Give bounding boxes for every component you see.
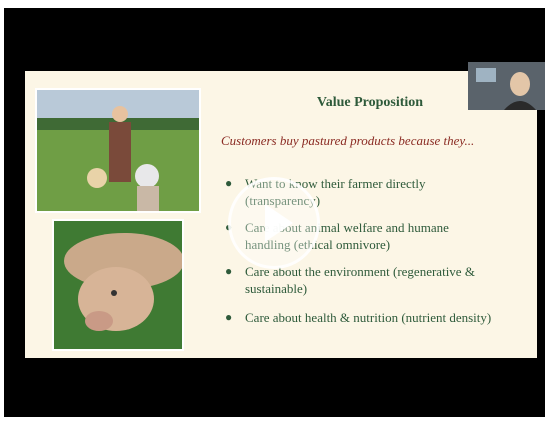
play-icon	[231, 180, 317, 266]
page: {"slide": {"title": "Value Proposition",…	[0, 0, 549, 423]
farmer-photo	[35, 88, 201, 213]
farmer-image	[37, 90, 201, 213]
bullet-text: Care about health & nutrition (nutrient …	[245, 309, 525, 326]
pig-photo	[52, 219, 184, 351]
webcam-thumbnail	[468, 62, 545, 110]
slide-subtitle: Customers buy pastured products because …	[221, 133, 531, 149]
bullet-item: ●Care about health & nutrition (nutrient…	[225, 309, 525, 326]
webcam-image	[468, 62, 545, 110]
slide-title: Value Proposition	[255, 95, 485, 111]
play-button[interactable]	[228, 177, 320, 269]
video-player[interactable]: Value Proposition Customers buy pastured…	[4, 8, 545, 417]
pig-image	[54, 221, 184, 351]
